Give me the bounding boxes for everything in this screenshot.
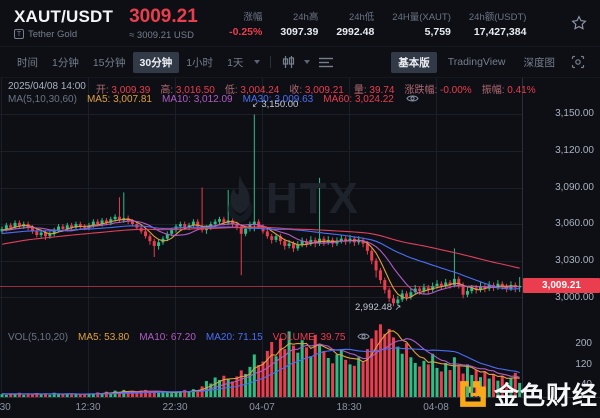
session-low-annotation: 2,992.48 ↗ [355, 302, 402, 313]
ma60-value: MA60: 3,024.22 [323, 94, 394, 105]
pair-block[interactable]: XAUT/USDT T Tether Gold [14, 7, 113, 40]
time-tick: 04-07 [249, 402, 275, 413]
htx-watermark-text: HTX [266, 174, 360, 223]
vol-ma20-value: MA20: 71.15 [205, 332, 263, 343]
tab-basic-version[interactable]: 基本版 [391, 51, 437, 73]
volume-tick: 120 [575, 359, 592, 370]
price-tick: 3,120.00 [555, 145, 594, 156]
interval-30min[interactable]: 30分钟 [132, 51, 180, 73]
price-block: 3009.21 ≈ 3009.21 USD [129, 6, 215, 41]
htx-watermark: HTX [220, 174, 360, 224]
jinse-watermark: 金色财经 [458, 376, 598, 412]
htx-flame-icon [228, 175, 252, 223]
current-price-badge: 3,009.21 [523, 278, 600, 293]
ma-info-row: MA(5,10,30,60) MA5: 3,007.81 MA10: 3,012… [8, 94, 419, 105]
chevron-down-icon[interactable] [254, 60, 261, 64]
tab-depth-chart[interactable]: 深度图 [523, 56, 556, 69]
chart-region: 2025/04/08 14:00 开: 3,009.39 高: 3,016.50… [0, 78, 600, 418]
vol-group-label: VOL(5,10,20) [8, 332, 69, 343]
usd-price: ≈ 3009.21 USD [129, 29, 194, 41]
candlestick-style-icon[interactable] [282, 56, 295, 68]
last-price: 3009.21 [129, 5, 198, 27]
chart-settings-icon[interactable] [571, 55, 585, 69]
amplitude-value: 振幅: 0.41% [481, 85, 536, 96]
vol-ma5-value: MA5: 53.80 [78, 332, 130, 343]
close-value: 收: 3,009.21 [289, 85, 344, 96]
tether-gold-icon: T [14, 29, 24, 39]
price-tick: 3,030.00 [555, 255, 594, 266]
volume-tick: 200 [575, 338, 592, 349]
tab-tradingview[interactable]: TradingView [447, 56, 506, 68]
high-value: 高: 3,016.50 [160, 85, 215, 96]
ma5-value: MA5: 3,007.81 [86, 94, 152, 105]
indicators-icon[interactable] [319, 57, 334, 68]
volume-tick: 40 [580, 379, 592, 390]
time-tick: 2:30 [0, 402, 11, 413]
volume-value: 量: 39.74 [353, 85, 395, 96]
time-tick: 22:30 [162, 402, 188, 413]
time-tick: 12:30 [75, 402, 101, 413]
toggle-volume-visibility-icon[interactable] [357, 332, 371, 343]
candlestick-chart-canvas[interactable] [0, 78, 600, 418]
interval-1day[interactable]: 1天 [227, 56, 244, 69]
ma30-value: MA30: 3,009.63 [242, 94, 314, 105]
change-pct-value: 涨跌幅: -0.00% [404, 85, 472, 96]
chevron-down-icon[interactable] [304, 60, 311, 64]
open-value: 开: 3,009.39 [95, 85, 151, 96]
stat-change: 涨幅 -0.25% [229, 11, 263, 38]
vol-info-row: VOL(5,10,20) MA5: 53.80 MA10: 67.20 MA20… [8, 332, 371, 343]
stat-24h-low: 24h低 2992.48 [336, 11, 375, 38]
chart-toolbar: 时间 1分钟 15分钟 30分钟 1小时 1天 基本版 TradingView … [0, 47, 600, 78]
toggle-ma-visibility-icon[interactable] [406, 94, 419, 105]
ohlc-info-row: 2025/04/08 14:00 开: 3,009.39 高: 3,016.50… [8, 81, 546, 96]
jinse-watermark-text: 金色财经 [494, 382, 599, 410]
ma-group-label: MA(5,10,30,60) [8, 94, 77, 105]
price-tick: 3,150.00 [555, 108, 594, 119]
pair-name: XAUT/USDT [14, 6, 114, 26]
header: XAUT/USDT T Tether Gold 3009.21 ≈ 3009.2… [0, 0, 600, 47]
pair-subtitle: Tether Gold [28, 28, 78, 40]
price-tick: 3,000.00 [555, 292, 594, 303]
time-tick: 04-08 [423, 402, 449, 413]
candle-datetime: 2025/04/08 14:00 [8, 81, 86, 92]
header-stats: 涨幅 -0.25% 24h高 3097.39 24h低 2992.48 24H量… [229, 9, 526, 38]
stat-24h-high: 24h高 3097.39 [280, 11, 319, 38]
interval-15min[interactable]: 15分钟 [92, 56, 126, 69]
session-high-annotation: ↙ 3,150.00 [252, 99, 299, 110]
jinse-logo-icon [460, 381, 486, 407]
low-value: 低: 3,004.24 [224, 85, 280, 96]
interval-1min[interactable]: 1分钟 [52, 56, 79, 69]
vol-ma10-value: MA10: 67.20 [139, 332, 196, 343]
time-tick: 18:30 [336, 402, 362, 413]
interval-1hour[interactable]: 1小时 [186, 56, 214, 69]
ma10-value: MA10: 3,012.09 [162, 94, 233, 105]
stat-24h-turnover: 24h额(USDT) 17,427,384 [468, 11, 527, 38]
stat-24h-volume: 24H量(XAUT) 5,759 [392, 11, 451, 38]
favorite-star-icon[interactable] [570, 14, 588, 32]
price-tick: 3,090.00 [555, 182, 594, 193]
vol-current-value: VOLUME: 39.75 [272, 332, 346, 343]
divider [270, 56, 272, 68]
interval-time[interactable]: 时间 [17, 56, 38, 69]
price-tick: 3,060.00 [555, 218, 594, 229]
